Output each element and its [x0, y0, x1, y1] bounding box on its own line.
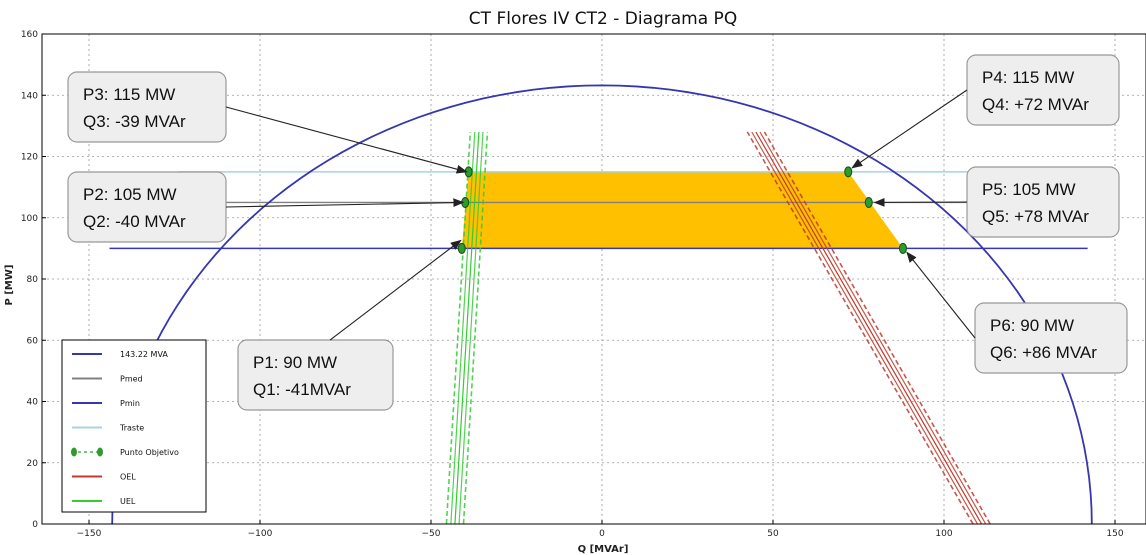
uel-line — [454, 131, 480, 524]
callout-line-1: P4: 115 MW — [982, 68, 1074, 87]
x-tick-label: 100 — [935, 529, 952, 539]
x-axis-label: Q [MVAr] — [578, 544, 629, 555]
legend-marker — [71, 447, 77, 457]
target-point-p4 — [844, 166, 853, 178]
callout-line-2: Q4: +72 MVAr — [982, 95, 1089, 114]
callouts: P1: 90 MW Q1: -41MVAr P2: 105 MW Q2: -40 MV… — [67, 54, 1128, 411]
y-tick-label: 0 — [32, 520, 38, 530]
callout-line-1: P2: 105 MW — [83, 185, 177, 204]
axis-ticks: −150 −100 −50 0 50 100 150 0 20 40 60 80 100 120 140 16… — [21, 30, 1124, 539]
x-tick-label: −100 — [248, 529, 273, 539]
legend-label: OEL — [120, 473, 136, 482]
y-tick-label: 40 — [27, 398, 39, 408]
y-tick-label: 80 — [27, 275, 39, 285]
callout-box — [966, 54, 1120, 126]
callout-arrow — [906, 251, 976, 339]
x-tick-label: −150 — [77, 529, 102, 539]
legend-label: UEL — [120, 497, 136, 506]
legend-box — [61, 339, 207, 513]
callout-p2: P2: 105 MW Q2: -40 MVAr — [67, 171, 465, 243]
operating-region — [461, 171, 903, 249]
callout-p1: P1: 90 MW Q1: -41MVAr — [237, 239, 462, 411]
y-tick-label: 20 — [27, 459, 39, 469]
callout-line-2: Q5: +78 MVAr — [982, 207, 1089, 226]
callout-box — [974, 302, 1128, 374]
x-tick-label: −50 — [422, 529, 441, 539]
target-point-p1 — [457, 242, 466, 254]
callout-arrow — [225, 106, 468, 174]
x-tick-label: 50 — [767, 529, 779, 539]
legend-label: Pmed — [120, 375, 143, 384]
oel-line — [755, 131, 983, 524]
oel-line — [759, 131, 987, 524]
callout-line-1: P3: 115 MW — [83, 85, 175, 104]
legend-label: Punto Objetivo — [120, 448, 179, 457]
callout-arrow — [851, 89, 968, 169]
oel-line — [746, 131, 974, 524]
uel-line — [450, 131, 476, 524]
uel-line — [445, 131, 472, 524]
callout-line-2: Q3: -39 MVAr — [83, 112, 186, 131]
x-tick-label: 0 — [599, 529, 605, 539]
callout-line-1: P5: 105 MW — [982, 180, 1076, 199]
y-axis-label: P [MW] — [4, 265, 15, 306]
x-tick-label: 150 — [1106, 529, 1123, 539]
y-tick-label: 60 — [27, 336, 39, 346]
y-tick-label: 140 — [21, 91, 38, 101]
y-tick-label: 120 — [21, 153, 38, 163]
legend-item: Punto Objetivo — [71, 447, 179, 457]
callout-line-2: Q2: -40 MVAr — [83, 212, 186, 231]
callout-p5: P5: 105 MW Q5: +78 MVAr — [873, 166, 1120, 238]
callout-box — [67, 171, 227, 243]
plot-area — [109, 84, 1093, 524]
callout-box — [237, 339, 394, 411]
legend-marker — [97, 447, 103, 457]
chart-title: CT Flores IV CT2 - Diagrama PQ — [469, 9, 737, 29]
callout-p4: P4: 115 MW Q4: +72 MVAr — [851, 54, 1120, 169]
oel-line — [751, 131, 979, 524]
legend-label: Traste — [119, 424, 144, 433]
y-tick-label: 100 — [21, 214, 38, 224]
callout-box — [966, 166, 1120, 238]
legend-label: Pmin — [120, 399, 140, 408]
callout-line-1: P1: 90 MW — [253, 353, 337, 372]
legend: 143.22 MVA Pmed Pmin Traste Punto Objetivo OE… — [61, 339, 207, 513]
legend-label: 143.22 MVA — [120, 350, 168, 359]
legend-item: Pmin — [72, 399, 140, 408]
callout-p3: P3: 115 MW Q3: -39 MVAr — [67, 71, 468, 174]
callout-box — [67, 71, 227, 143]
legend-item: 143.22 MVA — [72, 350, 168, 359]
legend-item: Traste — [72, 424, 144, 433]
callout-p6: P6: 90 MW Q6: +86 MVAr — [906, 251, 1128, 374]
uel-line — [458, 131, 484, 524]
legend-item: UEL — [72, 497, 136, 506]
callout-arrow — [225, 198, 465, 208]
callout-line-2: Q6: +86 MVAr — [990, 343, 1097, 362]
callout-line-2: Q1: -41MVAr — [253, 380, 351, 399]
legend-item: Pmed — [72, 375, 143, 384]
legend-item: OEL — [72, 473, 136, 482]
target-point-p5 — [864, 196, 873, 208]
callout-line-1: P6: 90 MW — [990, 316, 1074, 335]
y-tick-label: 160 — [21, 30, 38, 40]
oel-line — [763, 131, 991, 524]
uel-line — [462, 131, 489, 524]
target-point-p6 — [898, 242, 907, 254]
callout-arrow — [329, 239, 462, 341]
